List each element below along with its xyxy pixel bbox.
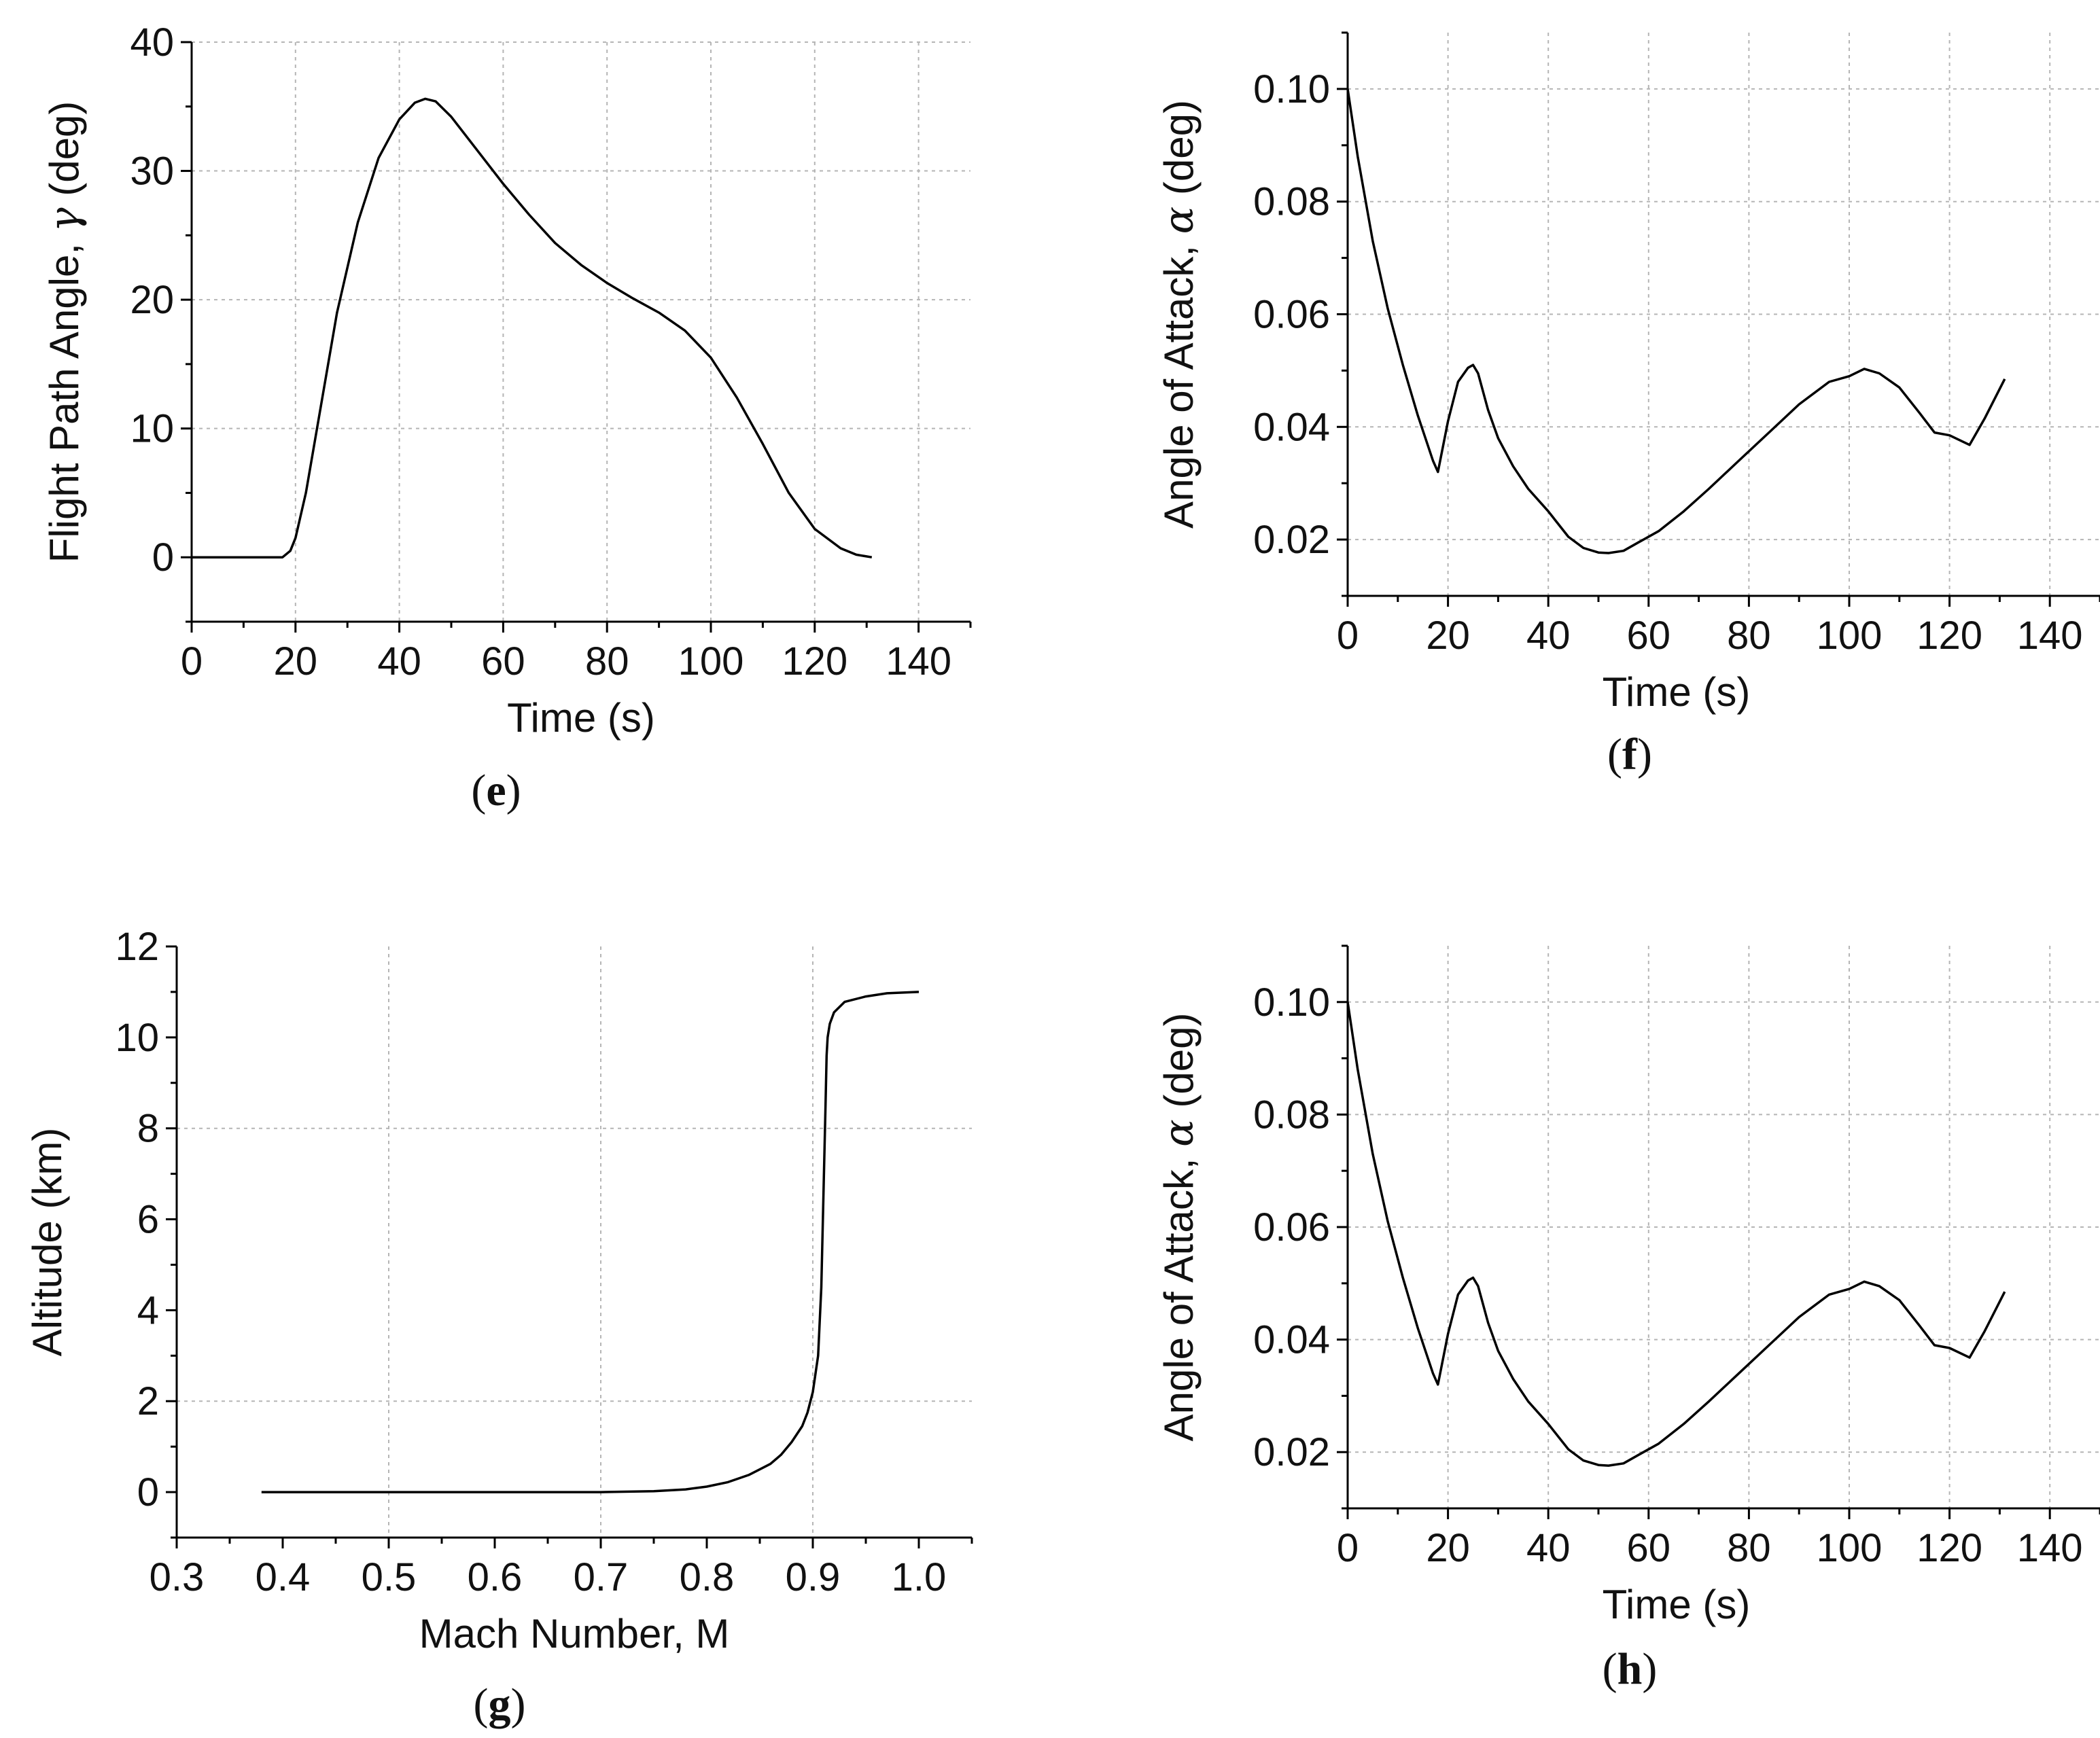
chart-panel-f: 0 20 40 60 80 100 120 140 0.02 0.04 0.06 0.08 0.10 Ti… xyxy=(1155,31,2100,779)
chart-panel-e: 0 20 40 60 80 100 120 140 0 10 20 30 40 Time (s) Fligh… xyxy=(41,20,972,815)
y-tick-label: 6 xyxy=(137,1198,159,1242)
caption-close-paren: ) xyxy=(1637,730,1652,779)
y-axis-label-text: Altitude (km) xyxy=(24,1128,70,1357)
x-tick-label: 100 xyxy=(678,639,744,684)
panel-caption: (f) xyxy=(1607,730,1652,779)
y-tick-label: 0 xyxy=(137,1470,159,1514)
x-tick-label: 0 xyxy=(1337,1526,1359,1570)
x-axis-label: Mach Number, M xyxy=(419,1611,730,1656)
caption-letter: g xyxy=(489,1680,511,1729)
y-tick-label: 4 xyxy=(137,1288,159,1332)
x-tick-label: 40 xyxy=(377,639,421,684)
y-axis-label: Flight Path Angle, γ (deg) xyxy=(41,101,88,563)
y-tick-label: 0.10 xyxy=(1253,980,1330,1025)
y-tick-label: 0.04 xyxy=(1253,1318,1330,1362)
y-axis-label-unit: (deg) xyxy=(1156,1013,1202,1120)
caption-letter: f xyxy=(1622,730,1638,779)
x-tick-label: 120 xyxy=(1917,614,1982,658)
y-axis-label: Angle of Attack, α (deg) xyxy=(1155,100,1203,529)
x-tick-label: 100 xyxy=(1817,614,1883,658)
x-tick-label: 0.5 xyxy=(362,1555,417,1599)
y-tick-label: 10 xyxy=(130,407,174,451)
x-tick-label: 100 xyxy=(1817,1526,1883,1570)
y-axis-label-text: Flight Path Angle, xyxy=(41,232,87,563)
y-tick-label: 10 xyxy=(115,1016,159,1060)
caption-letter: e xyxy=(486,766,506,815)
x-tick-label: 140 xyxy=(2017,1526,2083,1570)
x-tick-label: 40 xyxy=(1526,614,1571,658)
x-tick-label: 20 xyxy=(1426,1526,1470,1570)
y-tick-label: 0.08 xyxy=(1253,180,1330,224)
x-tick-label: 40 xyxy=(1526,1526,1571,1570)
x-tick-label: 60 xyxy=(1627,1526,1671,1570)
y-tick-label: 40 xyxy=(130,20,174,65)
x-tick-label: 60 xyxy=(481,639,525,684)
x-axis-label: Time (s) xyxy=(1603,1582,1751,1627)
y-tick-label: 0.10 xyxy=(1253,67,1330,111)
y-axis-label: Angle of Attack, α (deg) xyxy=(1155,1013,1203,1442)
y-axis-label-unit: (deg) xyxy=(1156,100,1202,207)
x-tick-label: 120 xyxy=(782,639,847,684)
y-tick-label: 12 xyxy=(115,925,159,969)
x-tick-label: 60 xyxy=(1627,614,1671,658)
x-tick-label: 0.8 xyxy=(680,1555,735,1599)
caption-close-paren: ) xyxy=(511,1680,526,1729)
caption-open-paren: ( xyxy=(471,766,486,815)
x-tick-label: 0 xyxy=(181,639,203,684)
panel-caption: (e) xyxy=(471,766,521,815)
caption-open-paren: ( xyxy=(474,1680,489,1729)
x-tick-label: 0.3 xyxy=(150,1555,205,1599)
x-tick-label: 0.6 xyxy=(468,1555,523,1599)
y-axis-label: Altitude (km) xyxy=(24,1128,70,1357)
caption-close-paren: ) xyxy=(1642,1644,1657,1694)
x-axis-label: Time (s) xyxy=(1603,669,1751,715)
y-tick-label: 20 xyxy=(130,278,174,322)
x-tick-label: 0.4 xyxy=(256,1555,311,1599)
chart-panel-h: 0 20 40 60 80 100 120 140 0.02 0.04 0.06 0.08 0.10 Ti… xyxy=(1155,944,2100,1694)
y-tick-label: 30 xyxy=(130,149,174,194)
x-tick-label: 20 xyxy=(274,639,318,684)
y-axis-label-symbol: α xyxy=(1155,207,1203,234)
caption-letter: h xyxy=(1617,1644,1643,1694)
y-axis-label-symbol: γ xyxy=(41,207,88,232)
panel-caption: (h) xyxy=(1603,1644,1658,1694)
panel-caption: (g) xyxy=(474,1680,526,1729)
x-axis-label: Time (s) xyxy=(507,695,655,741)
chart-panel-g: 0.3 0.4 0.5 0.6 0.7 0.8 0.9 1.0 0 2 4 6 8 10 12 Mach Nu… xyxy=(24,925,973,1729)
y-axis-label-unit: (deg) xyxy=(41,101,87,208)
x-tick-label: 80 xyxy=(1727,1526,1771,1570)
caption-open-paren: ( xyxy=(1607,730,1622,779)
y-axis-label-text: Angle of Attack, xyxy=(1156,234,1202,529)
series-line-alpha xyxy=(1346,88,2006,554)
y-tick-label: 0.02 xyxy=(1253,1430,1330,1474)
x-tick-label: 0 xyxy=(1337,614,1359,658)
x-tick-label: 140 xyxy=(2017,614,2083,658)
caption-open-paren: ( xyxy=(1603,1644,1617,1694)
y-tick-label: 0.06 xyxy=(1253,1205,1330,1249)
y-tick-label: 0.02 xyxy=(1253,518,1330,562)
y-tick-label: 0.06 xyxy=(1253,293,1330,337)
y-tick-label: 0.08 xyxy=(1253,1093,1330,1137)
series-line-gamma xyxy=(192,97,873,558)
series-line-alpha xyxy=(1346,1001,2006,1467)
y-tick-label: 0.04 xyxy=(1253,405,1330,449)
x-tick-label: 0.7 xyxy=(574,1555,629,1599)
x-tick-label: 0.9 xyxy=(786,1555,841,1599)
x-tick-label: 120 xyxy=(1917,1526,1982,1570)
y-tick-label: 0 xyxy=(152,535,174,580)
x-tick-label: 140 xyxy=(886,639,951,684)
x-tick-label: 20 xyxy=(1426,614,1470,658)
x-tick-label: 80 xyxy=(585,639,629,684)
x-tick-label: 1.0 xyxy=(892,1555,947,1599)
y-tick-label: 8 xyxy=(137,1107,159,1151)
caption-close-paren: ) xyxy=(506,766,521,815)
y-axis-label-text: Angle of Attack, xyxy=(1156,1147,1202,1442)
series-line-altitude xyxy=(261,991,920,1493)
x-tick-label: 80 xyxy=(1727,614,1771,658)
y-axis-label-symbol: α xyxy=(1155,1119,1203,1147)
y-tick-label: 2 xyxy=(137,1379,159,1423)
